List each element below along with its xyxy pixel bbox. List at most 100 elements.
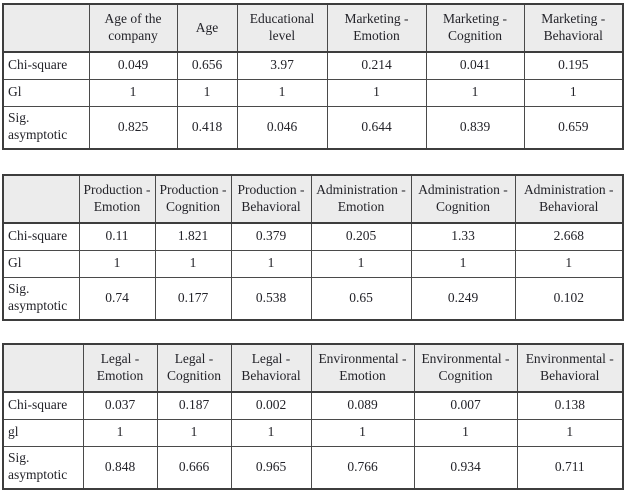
table-row: Chi-square 0.037 0.187 0.002 0.089 0.007 0.138 [2,391,624,420]
value-cell: 0.644 [326,105,427,150]
column-header-cell: Educational level [236,3,328,53]
row-label-cell: Sig. asymptotic [2,445,84,490]
value-cell: 0.418 [176,105,238,150]
column-header-cell: Production - Emotion [78,174,156,224]
value-cell: 1 [176,78,238,107]
value-cell: 2.668 [514,222,624,251]
value-cell: 0.214 [326,51,427,80]
value-cell: 1 [514,249,624,278]
value-cell: 0.041 [425,51,525,80]
table-row: Gl 1 1 1 1 1 1 [2,249,624,278]
value-cell: 1 [413,418,518,447]
table-row: Chi-square 0.11 1.821 0.379 0.205 1.33 2.668 [2,222,624,251]
value-cell: 0.102 [514,276,624,321]
value-cell: 0.002 [230,391,312,420]
value-cell: 1 [236,78,328,107]
column-header-cell: Administration - Emotion [310,174,412,224]
row-label-cell: Chi-square [2,51,90,80]
value-cell: 1 [156,418,232,447]
value-cell: 0.825 [88,105,178,150]
value-cell: 0.205 [310,222,412,251]
value-cell: 0.046 [236,105,328,150]
value-cell: 0.138 [516,391,624,420]
value-cell: 0.379 [230,222,312,251]
value-cell: 1 [410,249,516,278]
value-cell: 0.839 [425,105,525,150]
column-header-cell: Administration - Behavioral [514,174,624,224]
value-cell: 0.089 [310,391,415,420]
value-cell: 0.037 [82,391,158,420]
corner-cell [2,3,90,53]
row-label-cell: Chi-square [2,391,84,420]
column-header-cell: Production - Cognition [154,174,232,224]
row-label-cell: Gl [2,78,90,107]
table-row: Sig. asymptotic 0.848 0.666 0.965 0.766 0.934… [2,445,624,490]
header-row: Production - Emotion Production - Cogniti… [2,174,624,224]
column-header-cell: Legal - Behavioral [230,343,312,393]
value-cell: 0.538 [230,276,312,321]
column-header-cell: Administration - Cognition [410,174,516,224]
value-cell: 0.659 [523,105,624,150]
value-cell: 1 [310,249,412,278]
value-cell: 1 [82,418,158,447]
value-cell: 0.74 [78,276,156,321]
value-cell: 0.007 [413,391,518,420]
chi-square-table-legal-environmental: Legal - Emotion Legal - Cognition Legal - … [2,343,624,490]
value-cell: 1 [516,418,624,447]
column-header-cell: Environmental - Behavioral [516,343,624,393]
column-header-cell: Legal - Cognition [156,343,232,393]
chi-square-table-production-administration: Production - Emotion Production - Cogniti… [2,174,624,321]
value-cell: 0.666 [156,445,232,490]
column-header-cell: Age of the company [88,3,178,53]
column-header-cell: Age [176,3,238,53]
header-row: Age of the company Age Educational level Ma… [2,3,624,53]
column-header-cell: Marketing - Emotion [326,3,427,53]
row-label-cell: Sig. asymptotic [2,105,90,150]
row-label-cell: Chi-square [2,222,80,251]
table-row: Chi-square 0.049 0.656 3.97 0.214 0.041 0.195 [2,51,624,80]
corner-cell [2,343,84,393]
value-cell: 0.11 [78,222,156,251]
header-row: Legal - Emotion Legal - Cognition Legal - … [2,343,624,393]
value-cell: 1 [88,78,178,107]
column-header-cell: Production - Behavioral [230,174,312,224]
value-cell: 1 [78,249,156,278]
table-row: Gl 1 1 1 1 1 1 [2,78,624,107]
value-cell: 0.049 [88,51,178,80]
chi-square-table-demographics-marketing: Age of the company Age Educational level Ma… [2,3,624,150]
column-header-cell: Environmental - Cognition [413,343,518,393]
value-cell: 0.848 [82,445,158,490]
value-cell: 1 [523,78,624,107]
value-cell: 1 [326,78,427,107]
column-header-cell: Environmental - Emotion [310,343,415,393]
value-cell: 1 [425,78,525,107]
row-label-cell: gl [2,418,84,447]
value-cell: 0.711 [516,445,624,490]
value-cell: 3.97 [236,51,328,80]
column-header-cell: Marketing - Cognition [425,3,525,53]
value-cell: 0.249 [410,276,516,321]
table-row: gl 1 1 1 1 1 1 [2,418,624,447]
value-cell: 0.187 [156,391,232,420]
value-cell: 1.33 [410,222,516,251]
row-label-cell: Sig. asymptotic [2,276,80,321]
value-cell: 0.195 [523,51,624,80]
value-cell: 1 [310,418,415,447]
value-cell: 1 [230,249,312,278]
row-label-cell: Gl [2,249,80,278]
value-cell: 0.65 [310,276,412,321]
table-row: Sig. asymptotic 0.825 0.418 0.046 0.644 0.839… [2,105,624,150]
value-cell: 0.656 [176,51,238,80]
value-cell: 1 [154,249,232,278]
value-cell: 1.821 [154,222,232,251]
value-cell: 0.177 [154,276,232,321]
value-cell: 0.766 [310,445,415,490]
column-header-cell: Legal - Emotion [82,343,158,393]
corner-cell [2,174,80,224]
value-cell: 0.934 [413,445,518,490]
value-cell: 0.965 [230,445,312,490]
table-row: Sig. asymptotic 0.74 0.177 0.538 0.65 0.249 0.… [2,276,624,321]
column-header-cell: Marketing - Behavioral [523,3,624,53]
value-cell: 1 [230,418,312,447]
